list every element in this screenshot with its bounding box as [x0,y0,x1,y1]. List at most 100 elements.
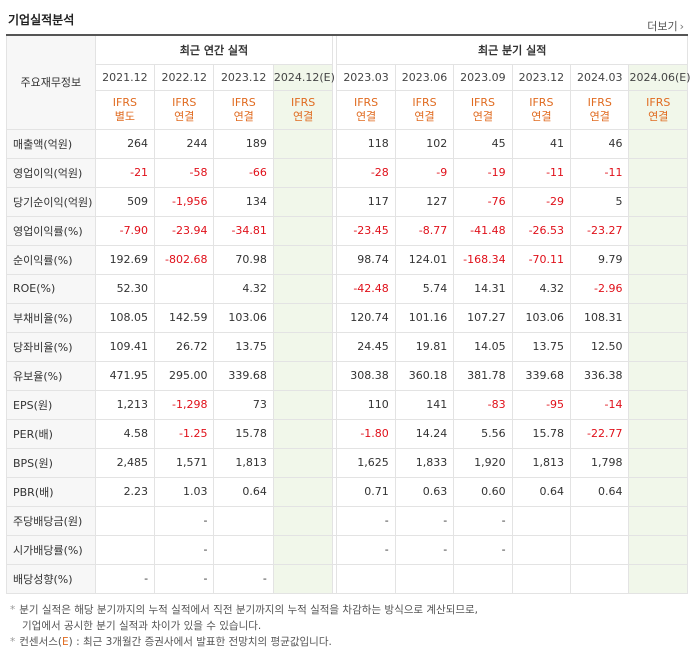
ifrs-label: IFRS 연결 [570,89,630,130]
quarter-value-cell: -19 [453,157,513,188]
footnote-text: 컨센서스( [19,635,62,648]
table-row: 당좌비율(%) 109.41 26.72 13.75 24.45 19.81 14.05 13… [6,331,688,362]
row-label[interactable]: ROE(%) [6,273,96,304]
ifrs-scope: 연결 [233,109,254,123]
quarter-value-cell: -70.11 [511,244,572,275]
annual-value-cell: 189 [213,128,274,159]
annual-period-header[interactable]: 2023.12 [213,63,274,91]
quarter-period-header[interactable]: 2023.12 [511,63,572,91]
group-header-row: 주요재무정보 최근 연간 실적 최근 분기 실적 [6,34,688,130]
footnote-text: 분기 실적은 해당 분기까지의 누적 실적에서 직전 분기까지의 누적 실적을 … [19,603,479,616]
quarter-value-cell: 45 [453,128,513,159]
quarter-value-cell: 0.71 [336,476,396,507]
quarter-value-cell [628,186,688,217]
ifrs-standard: IFRS [291,95,316,109]
annual-period-header[interactable]: 2024.12(E) [272,63,335,91]
quarter-period-header[interactable]: 2023.09 [453,63,513,91]
row-label[interactable]: BPS(원) [6,447,96,478]
row-label[interactable]: 부채비율(%) [6,302,96,333]
quarter-value-cell: -28 [336,157,396,188]
annual-value-cell: 295.00 [154,360,215,391]
annual-value-cell: 70.98 [213,244,274,275]
annual-value-cell [272,128,334,159]
annual-period-header[interactable]: 2022.12 [154,63,215,91]
annual-value-cell: -58 [154,157,215,188]
quarter-value-cell: -23.45 [336,215,396,246]
quarter-value-cell: 1,625 [336,447,396,478]
quarter-value-cell: - [336,534,396,565]
row-label[interactable]: EPS(원) [6,389,96,420]
annual-value-cell: -802.68 [154,244,215,275]
quarter-value-cell: -11 [511,157,572,188]
quarter-period-header[interactable]: 2023.06 [394,63,455,91]
quarter-value-cell: 9.79 [570,244,630,275]
quarter-value-cell [570,534,630,565]
row-header-label: 주요재무정보 [6,34,96,130]
annual-value-cell: -34.81 [213,215,274,246]
quarter-value-cell [511,534,572,565]
table-row: 순이익률(%) 192.69 -802.68 70.98 98.74 124.01 -168… [6,244,688,275]
quarter-value-cell: -23.27 [570,215,630,246]
chevron-right-icon[interactable]: › [679,20,684,33]
row-label[interactable]: 시가배당률(%) [6,534,96,565]
more-link[interactable]: 더보기 › [647,18,688,34]
quarter-value-cell: 0.64 [570,476,630,507]
quarter-value-cell [453,563,513,594]
annual-value-cell [272,418,334,449]
row-label[interactable]: 유보율(%) [6,360,96,391]
annual-value-cell: - [154,505,215,536]
row-label[interactable]: 매출액(억원) [6,128,96,159]
row-label[interactable]: 배당성향(%) [6,563,96,594]
row-label[interactable]: 당기순이익(억원) [6,186,96,217]
row-label[interactable]: 순이익률(%) [6,244,96,275]
annual-value-cell [272,331,334,362]
quarter-value-cell: 108.31 [570,302,630,333]
quarter-value-cell: -95 [511,389,572,420]
quarter-value-cell: -42.48 [336,273,396,304]
row-label[interactable]: 영업이익률(%) [6,215,96,246]
quarter-value-cell [336,563,396,594]
annual-period-header[interactable]: 2021.12 [94,63,156,91]
quarter-period-header[interactable]: 2023.03 [336,63,396,91]
annual-value-cell [272,273,334,304]
annual-value-cell: - [154,563,215,594]
annual-value-cell [94,505,156,536]
ifrs-scope: 연결 [355,109,377,123]
row-label[interactable]: PBR(배) [6,476,96,507]
annual-value-cell: 264 [94,128,156,159]
quarter-value-cell: 14.24 [394,418,455,449]
period-header-row: 2021.12 2022.12 2023.12 2024.12(E) 2023.03 20… [7,63,691,91]
quarter-value-cell: -9 [394,157,455,188]
annual-value-cell: 26.72 [154,331,215,362]
annual-value-cell: - [154,534,215,565]
quarter-value-cell: -76 [453,186,513,217]
row-label[interactable]: 당좌비율(%) [6,331,96,362]
footnote-quarterly: * 분기 실적은 해당 분기까지의 누적 실적에서 직전 분기까지의 누적 실적을… [10,602,688,618]
ifrs-standard: IFRS [172,95,197,109]
quarter-value-cell [628,563,688,594]
quarter-period-header[interactable]: 2024.06(E) [628,63,691,91]
ifrs-standard: IFRS [353,95,379,109]
quarter-value-cell [628,389,688,420]
annual-value-cell: 73 [213,389,274,420]
quarter-value-cell: - [336,505,396,536]
row-label[interactable]: 주당배당금(원) [6,505,96,536]
row-label[interactable]: 영업이익(억원) [6,157,96,188]
quarter-period-header[interactable]: 2024.03 [570,63,630,91]
annual-value-cell: 103.06 [213,302,274,333]
table-row: EPS(원) 1,213 -1,298 73 110 141 -83 -95 -14 [6,389,688,420]
quarter-value-cell: 0.60 [453,476,513,507]
row-label[interactable]: PER(배) [6,418,96,449]
more-label[interactable]: 더보기 [647,20,678,33]
quarter-value-cell: - [453,534,513,565]
ifrs-scope: 별도 [114,109,135,123]
ifrs-standard: IFRS [412,95,437,109]
annual-value-cell [272,534,334,565]
quarter-value-cell [628,505,688,536]
widget-header: 기업실적분석 더보기 › [6,8,688,34]
quarter-value-cell: 19.81 [394,331,455,362]
quarter-value-cell: 124.01 [394,244,455,275]
annual-value-cell [272,563,334,594]
quarter-value-cell: 0.63 [394,476,455,507]
annual-value-cell [213,534,274,565]
